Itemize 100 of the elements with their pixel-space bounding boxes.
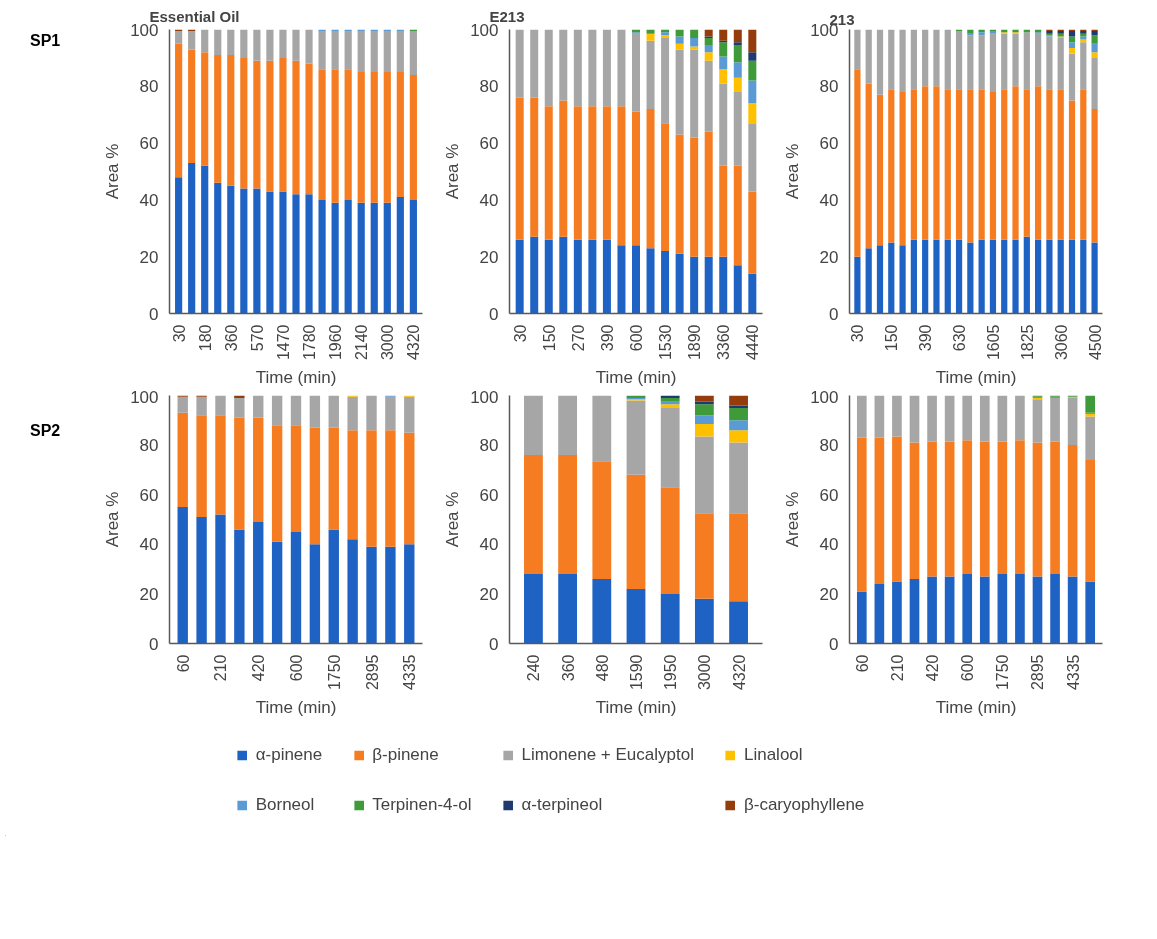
- y-axis-title: Area %: [103, 143, 123, 200]
- x-tick-label: 4320: [405, 324, 423, 361]
- x-tick-label: 600: [628, 324, 645, 352]
- x-tick-label: 4335: [1064, 654, 1082, 691]
- y-axis-title: Area %: [783, 143, 803, 200]
- y-tick-label: 40: [479, 535, 499, 555]
- legend-label: α-terpineol: [521, 795, 603, 815]
- x-tick-label: 2895: [363, 654, 381, 691]
- legend-label: Linalool: [743, 745, 803, 765]
- x-tick-label: 2895: [1029, 654, 1047, 691]
- chart-title: E213: [489, 7, 525, 25]
- y-tick-label: 80: [139, 436, 159, 456]
- x-tick-label: 1530: [657, 324, 675, 361]
- y-tick-label: 40: [479, 190, 499, 210]
- y-tick-label: 80: [139, 77, 159, 97]
- x-axis-title: Time (min): [255, 368, 337, 388]
- y-tick-label: 20: [819, 247, 839, 267]
- x-tick-label: 60: [174, 654, 192, 673]
- x-tick-label: 1950: [662, 654, 680, 691]
- y-tick-label: 40: [139, 190, 159, 210]
- x-tick-label: 4335: [401, 654, 419, 691]
- y-tick-label: 80: [479, 77, 499, 97]
- x-tick-label: 600: [959, 654, 977, 682]
- x-tick-label: 570: [248, 324, 266, 352]
- x-axis-title: Time (min): [255, 698, 337, 718]
- x-tick-label: 150: [540, 324, 558, 352]
- y-axis-title: Area %: [103, 491, 123, 548]
- legend-label: Terpinen-4-ol: [372, 795, 472, 815]
- y-tick-label: 0: [829, 634, 839, 654]
- x-tick-label: 1605: [984, 324, 1002, 361]
- x-tick-label: 1890: [686, 324, 704, 361]
- y-tick-label: 100: [470, 387, 499, 407]
- y-tick-label: 80: [819, 77, 839, 97]
- legend-label: β-caryophyllene: [743, 795, 865, 815]
- y-axis-title: Area %: [783, 491, 803, 548]
- x-tick-label: 4320: [730, 654, 748, 691]
- x-tick-label: 360: [559, 654, 577, 682]
- y-tick-label: 20: [139, 584, 159, 604]
- y-tick-label: 80: [479, 436, 499, 456]
- y-tick-label: 60: [139, 485, 159, 505]
- text: SP2: [30, 421, 61, 441]
- x-tick-label: 1470: [274, 324, 292, 361]
- y-tick-label: 0: [149, 634, 159, 654]
- x-tick-label: 480: [593, 654, 611, 682]
- y-tick-label: 20: [479, 247, 499, 267]
- y-tick-label: 60: [139, 134, 159, 154]
- y-tick-label: 40: [819, 190, 839, 210]
- chart-title: Essential Oil: [149, 7, 240, 25]
- y-tick-label: 100: [810, 387, 839, 407]
- x-tick-label: 30: [511, 324, 529, 343]
- x-tick-label: 1590: [628, 654, 645, 691]
- x-tick-label: 150: [883, 324, 901, 352]
- x-axis-title: Time (min): [595, 698, 677, 718]
- x-axis-title: Time (min): [935, 368, 1017, 388]
- y-tick-label: 20: [819, 584, 839, 604]
- x-axis-title: Time (min): [935, 698, 1017, 718]
- y-tick-label: 0: [489, 634, 499, 654]
- x-tick-label: 630: [951, 324, 969, 352]
- x-tick-label: 210: [212, 654, 230, 682]
- x-axis-title: Time (min): [595, 368, 677, 388]
- y-tick-label: 20: [139, 247, 159, 267]
- x-tick-label: 1750: [325, 654, 343, 691]
- x-tick-label: 3060: [1052, 324, 1070, 361]
- y-axis-title: Area %: [443, 491, 463, 548]
- x-tick-label: 390: [598, 324, 616, 352]
- x-tick-label: 1960: [327, 324, 345, 361]
- legend-label: α-pinene: [255, 745, 323, 765]
- y-tick-label: 60: [819, 485, 839, 505]
- legend-label: β-pinene: [372, 745, 439, 765]
- y-axis-title: Area %: [443, 143, 463, 200]
- y-tick-label: 60: [479, 134, 499, 154]
- x-tick-label: 1825: [1018, 324, 1036, 361]
- legend-label: Borneol: [255, 795, 315, 815]
- x-tick-label: 1780: [301, 324, 319, 361]
- y-tick-label: 0: [149, 304, 159, 324]
- y-tick-label: 0: [489, 304, 499, 324]
- x-tick-label: 30: [170, 324, 188, 343]
- y-tick-label: 40: [139, 535, 159, 555]
- x-tick-label: 210: [888, 654, 906, 682]
- x-tick-label: 390: [917, 324, 935, 352]
- x-tick-label: 420: [924, 654, 942, 682]
- y-tick-label: 60: [479, 485, 499, 505]
- x-tick-label: 3000: [379, 324, 397, 361]
- x-tick-label: 3360: [715, 324, 733, 361]
- x-tick-label: 270: [569, 324, 587, 352]
- x-tick-label: 180: [196, 324, 214, 352]
- y-tick-label: 100: [130, 387, 159, 407]
- x-tick-label: 600: [288, 654, 305, 682]
- y-tick-label: 0: [829, 304, 839, 324]
- x-tick-label: 3000: [696, 654, 714, 691]
- legend-label: Limonene + Eucalyptol: [521, 745, 694, 765]
- x-tick-label: 360: [222, 324, 240, 352]
- x-tick-label: 4500: [1086, 324, 1104, 361]
- y-tick-label: 20: [479, 584, 499, 604]
- y-tick-label: 60: [819, 134, 839, 154]
- text: SP1: [30, 31, 61, 51]
- x-tick-label: 60: [853, 654, 871, 673]
- x-tick-label: 30: [849, 324, 867, 343]
- x-tick-label: 1750: [994, 654, 1012, 691]
- x-tick-label: 4440: [744, 324, 762, 361]
